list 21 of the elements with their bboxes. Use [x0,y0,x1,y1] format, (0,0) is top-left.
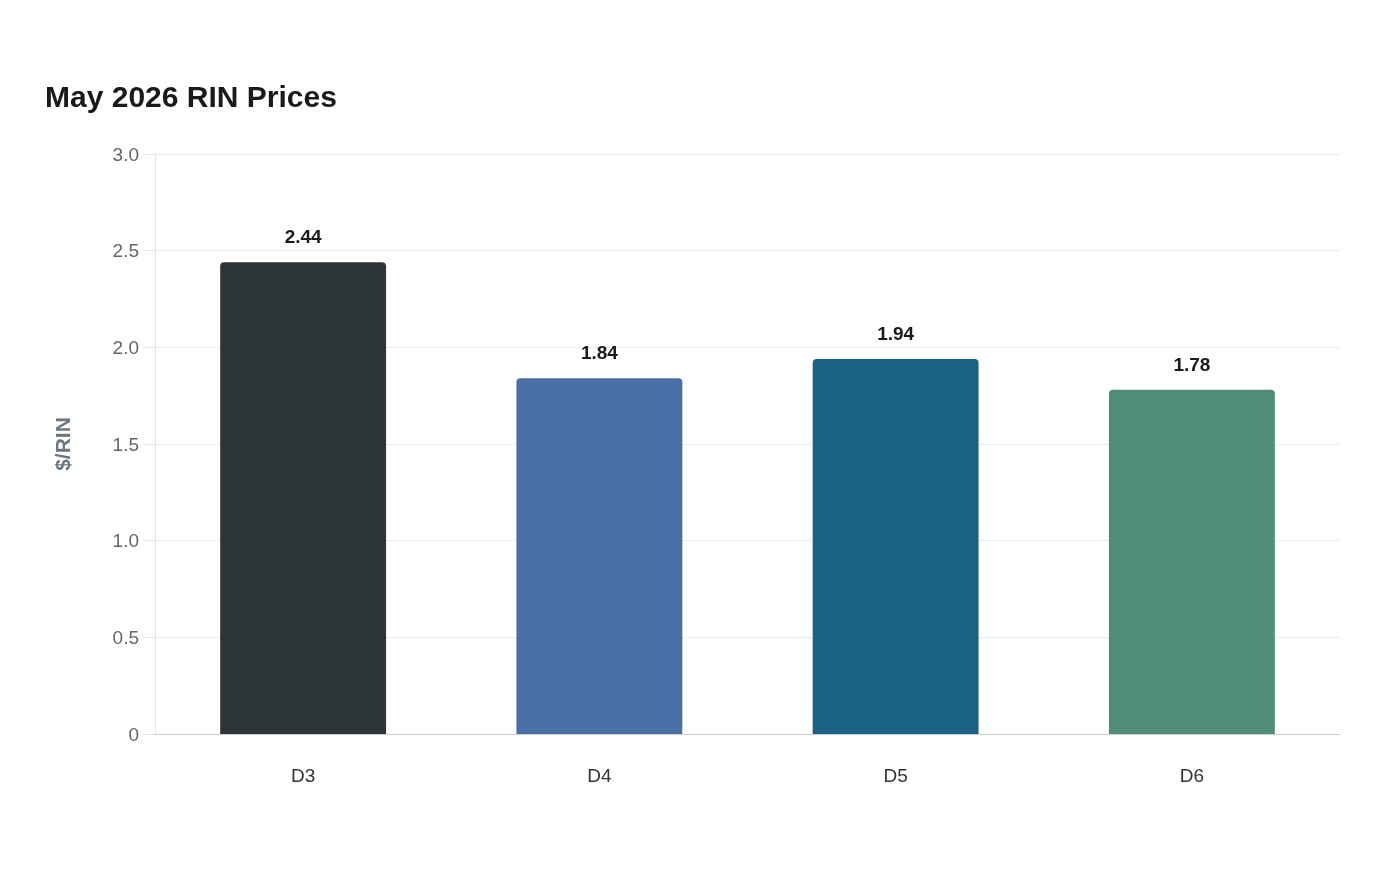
x-tick-label: D6 [1179,765,1205,786]
data-label: 1.94 [877,322,915,344]
y-tick-label: 2.5 [112,240,139,262]
bar [220,262,387,734]
data-label: 1.84 [580,342,619,364]
y-axis-title: $/RIN [51,417,74,471]
y-tick-label: 2.0 [112,336,139,358]
data-label: 2.44 [284,226,323,248]
x-tick-label: D3 [290,765,316,786]
chart-title: May 2026 RIN Prices [45,79,337,113]
bar [812,358,979,734]
y-tick-label: 3.0 [112,143,139,165]
data-label: 1.78 [1173,353,1211,375]
bar [1108,389,1275,734]
y-tick-label: 0.5 [112,626,139,648]
x-tick-label: D5 [883,765,908,786]
x-tick-label: D4 [587,765,612,786]
y-tick-label: 0 [128,723,139,745]
bar [516,378,683,734]
y-tick-label: 1.5 [112,433,139,455]
y-tick-label: 1.0 [112,530,139,552]
